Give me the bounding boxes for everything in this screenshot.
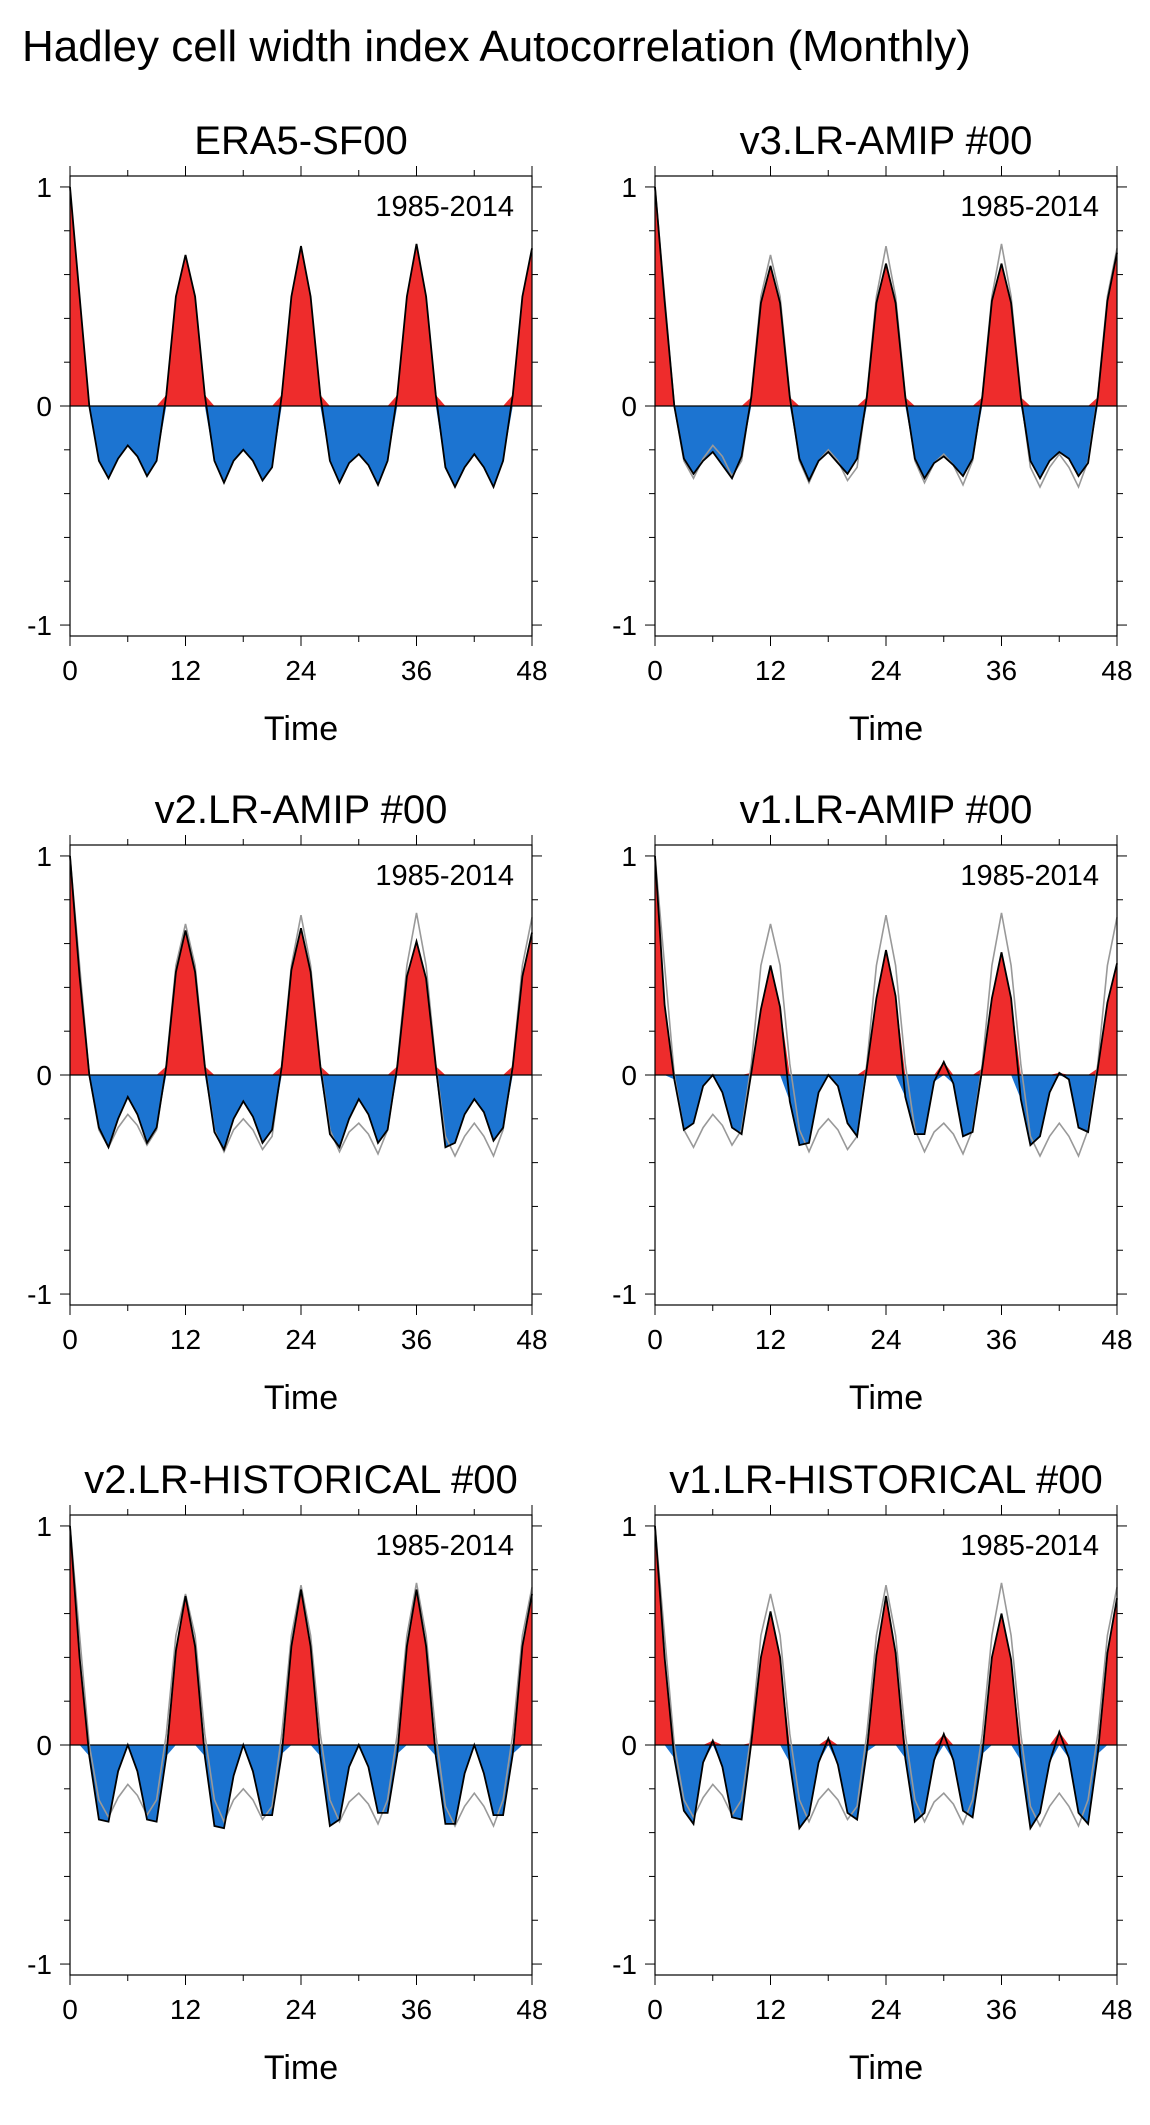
period-label: 1985-2014 — [375, 860, 514, 892]
positive-area — [655, 856, 1117, 1075]
x-tick-label: 48 — [516, 655, 547, 686]
panel-title: ERA5-SF00 — [194, 119, 407, 163]
negative-area — [655, 1745, 1117, 1829]
y-tick-label: -1 — [27, 610, 52, 641]
negative-area — [70, 1075, 532, 1150]
x-tick-label: 0 — [647, 1324, 663, 1355]
x-tick-label: 12 — [170, 1324, 201, 1355]
x-tick-label: 24 — [285, 1994, 316, 2025]
y-tick-label: 1 — [36, 172, 52, 203]
x-axis-label: Time — [849, 710, 923, 748]
x-tick-label: 0 — [62, 655, 78, 686]
x-axis-label: Time — [264, 710, 338, 748]
panel-3: 0 12 24 36 48 -1 0 1 v1.LR-AMIP #00 Time 1985-2014 — [612, 788, 1132, 1417]
panel-title: v1.LR-HISTORICAL #00 — [669, 1458, 1103, 1502]
panel-4: 0 12 24 36 48 -1 0 1 v2.LR-HISTORICAL #00 Time 198… — [27, 1458, 547, 2087]
panel-2: 0 12 24 36 48 -1 0 1 v2.LR-AMIP #00 Time 1985-2014 — [27, 788, 547, 1417]
x-tick-label: 48 — [1101, 1994, 1132, 2025]
x-tick-label: 36 — [401, 1324, 432, 1355]
y-tick-label: 0 — [621, 1730, 637, 1761]
x-tick-label: 24 — [285, 1324, 316, 1355]
panel-0: 0 12 24 36 48 -1 0 1 ERA5-SF00 Time 1985-2014 — [27, 119, 547, 748]
panel-title: v3.LR-AMIP #00 — [740, 119, 1033, 163]
y-tick-label: 1 — [36, 1511, 52, 1542]
x-tick-label: 36 — [401, 1994, 432, 2025]
x-tick-label: 36 — [986, 1324, 1017, 1355]
model-series-line — [69, 186, 533, 490]
model-series-line — [654, 855, 1118, 1147]
y-tick-label: 1 — [36, 841, 52, 872]
y-tick-label: 1 — [621, 1511, 637, 1542]
negative-area — [70, 406, 532, 487]
x-tick-label: 12 — [755, 1324, 786, 1355]
x-axis-label: Time — [849, 2049, 923, 2087]
positive-area — [655, 1526, 1117, 1745]
x-axis-label: Time — [264, 1379, 338, 1417]
period-label: 1985-2014 — [960, 191, 1099, 223]
x-tick-label: 36 — [401, 655, 432, 686]
x-tick-label: 12 — [170, 655, 201, 686]
x-tick-label: 12 — [755, 1994, 786, 2025]
panel-title: v2.LR-AMIP #00 — [155, 788, 448, 832]
negative-area — [655, 406, 1117, 481]
period-label: 1985-2014 — [960, 860, 1099, 892]
y-tick-label: 0 — [621, 1060, 637, 1091]
positive-area — [655, 187, 1117, 406]
model-series-line — [654, 186, 1118, 483]
y-tick-label: -1 — [612, 610, 637, 641]
x-tick-label: 24 — [870, 1994, 901, 2025]
x-tick-label: 24 — [870, 1324, 901, 1355]
panel-title: v2.LR-HISTORICAL #00 — [84, 1458, 518, 1502]
period-label: 1985-2014 — [375, 1530, 514, 1562]
period-label: 1985-2014 — [375, 191, 514, 223]
x-axis-label: Time — [849, 1379, 923, 1417]
y-tick-label: 1 — [621, 172, 637, 203]
x-tick-label: 0 — [62, 1324, 78, 1355]
x-tick-label: 48 — [516, 1994, 547, 2025]
model-series-line — [654, 1525, 1118, 1831]
negative-area — [70, 1745, 532, 1829]
y-tick-label: -1 — [27, 1279, 52, 1310]
x-tick-label: 48 — [1101, 1324, 1132, 1355]
y-tick-label: -1 — [27, 1949, 52, 1980]
x-tick-label: 0 — [647, 655, 663, 686]
y-tick-label: 1 — [621, 841, 637, 872]
positive-area — [70, 856, 532, 1075]
x-tick-label: 12 — [170, 1994, 201, 2025]
y-tick-label: -1 — [612, 1279, 637, 1310]
y-tick-label: 0 — [621, 391, 637, 422]
x-tick-label: 12 — [755, 655, 786, 686]
y-tick-label: 0 — [36, 391, 52, 422]
y-tick-label: 0 — [36, 1730, 52, 1761]
y-tick-label: -1 — [612, 1949, 637, 1980]
figure-title: Hadley cell width index Autocorrelation … — [22, 22, 971, 71]
x-tick-label: 48 — [1101, 655, 1132, 686]
panel-1: 0 12 24 36 48 -1 0 1 v3.LR-AMIP #00 Time 1985-2014 — [612, 119, 1132, 748]
x-tick-label: 48 — [516, 1324, 547, 1355]
reference-series-line — [654, 855, 1118, 1159]
y-tick-label: 0 — [36, 1060, 52, 1091]
negative-area — [655, 1075, 1117, 1146]
period-label: 1985-2014 — [960, 1530, 1099, 1562]
positive-area — [70, 1526, 532, 1745]
x-tick-label: 36 — [986, 1994, 1017, 2025]
x-tick-label: 24 — [870, 655, 901, 686]
x-tick-label: 0 — [647, 1994, 663, 2025]
model-series-line — [69, 1525, 533, 1830]
x-tick-label: 36 — [986, 655, 1017, 686]
panel-title: v1.LR-AMIP #00 — [740, 788, 1033, 832]
positive-area — [70, 187, 532, 406]
panel-5: 0 12 24 36 48 -1 0 1 v1.LR-HISTORICAL #00 Time 198… — [612, 1458, 1132, 2087]
model-series-line — [69, 855, 533, 1152]
reference-series-line — [69, 855, 533, 1159]
x-tick-label: 24 — [285, 655, 316, 686]
x-tick-label: 0 — [62, 1994, 78, 2025]
x-axis-label: Time — [264, 2049, 338, 2087]
